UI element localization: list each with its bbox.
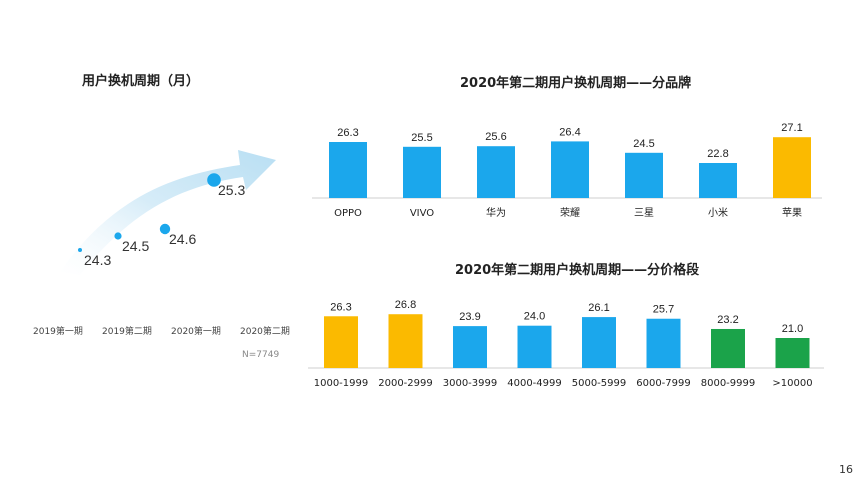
trend-chart: 24.3 24.5 24.6 25.3 2019第一期 2019第二期 2020第一期 202… bbox=[33, 150, 290, 337]
trend-point bbox=[78, 248, 82, 252]
bar bbox=[625, 152, 663, 198]
brand-chart-title: 2020年第二期用户换机周期——分品牌 bbox=[460, 76, 692, 91]
trend-point bbox=[159, 223, 171, 235]
page-number: 16 bbox=[839, 463, 853, 476]
bar-value-label: 26.3 bbox=[337, 127, 358, 139]
category-label: 华为 bbox=[486, 206, 506, 219]
trend-category-label: 2020第一期 bbox=[171, 325, 221, 337]
trend-arrow bbox=[60, 150, 276, 275]
category-label: 3000-3999 bbox=[443, 378, 498, 389]
bar-value-label: 26.1 bbox=[588, 302, 609, 314]
bar bbox=[646, 318, 681, 368]
sample-size-note: N=7749 bbox=[242, 350, 280, 360]
bar-value-label: 24.0 bbox=[524, 311, 545, 323]
bar-value-label: 26.4 bbox=[559, 126, 580, 138]
category-label: 8000-9999 bbox=[701, 378, 756, 389]
bar-value-label: 26.8 bbox=[395, 299, 416, 311]
bar bbox=[403, 146, 441, 198]
bar-value-label: 22.8 bbox=[707, 148, 728, 160]
trend-category-label: 2020第二期 bbox=[240, 325, 290, 337]
bar-value-label: 23.2 bbox=[717, 314, 738, 326]
bar-value-label: 25.5 bbox=[411, 132, 432, 144]
bar-value-label: 23.9 bbox=[459, 311, 480, 323]
category-label: 6000-7999 bbox=[636, 378, 691, 389]
bar bbox=[699, 163, 737, 198]
trend-point bbox=[114, 232, 122, 240]
trend-category-label: 2019第一期 bbox=[33, 325, 83, 337]
bar-value-label: 25.6 bbox=[485, 131, 506, 143]
category-label: >10000 bbox=[772, 378, 812, 389]
bar-value-label: 24.5 bbox=[633, 138, 654, 150]
trend-category-label: 2019第二期 bbox=[102, 325, 152, 337]
bar-value-label: 25.7 bbox=[653, 304, 674, 316]
category-label: 荣耀 bbox=[560, 207, 580, 219]
trend-chart-title: 用户换机周期（月） bbox=[82, 74, 200, 89]
bar-value-label: 27.1 bbox=[781, 122, 802, 134]
bar bbox=[517, 325, 552, 368]
bar bbox=[711, 328, 745, 368]
bar bbox=[453, 326, 487, 368]
trend-point bbox=[207, 173, 221, 187]
trend-value-label: 24.5 bbox=[122, 238, 149, 254]
trend-value-label: 24.6 bbox=[169, 231, 196, 247]
category-label: 苹果 bbox=[782, 206, 802, 219]
trend-value-label: 24.3 bbox=[84, 252, 111, 268]
price-chart-title: 2020年第二期用户换机周期——分价格段 bbox=[455, 263, 700, 278]
bar bbox=[551, 141, 589, 198]
bar bbox=[477, 146, 515, 198]
bar bbox=[775, 338, 810, 368]
bar-value-label: 26.3 bbox=[330, 301, 351, 313]
bar bbox=[324, 316, 358, 368]
category-label: 小米 bbox=[708, 206, 728, 219]
category-label: 2000-2999 bbox=[378, 378, 433, 389]
category-label: 5000-5999 bbox=[572, 378, 627, 389]
bar bbox=[773, 137, 811, 198]
trend-value-label: 25.3 bbox=[218, 182, 245, 198]
category-label: 4000-4999 bbox=[507, 378, 562, 389]
bar bbox=[388, 314, 423, 368]
bar bbox=[329, 142, 367, 198]
category-label: VIVO bbox=[410, 208, 434, 219]
bar bbox=[582, 317, 616, 368]
category-label: OPPO bbox=[334, 208, 362, 219]
category-label: 三星 bbox=[634, 207, 654, 219]
bar-value-label: 21.0 bbox=[782, 323, 803, 335]
category-label: 1000-1999 bbox=[314, 378, 369, 389]
